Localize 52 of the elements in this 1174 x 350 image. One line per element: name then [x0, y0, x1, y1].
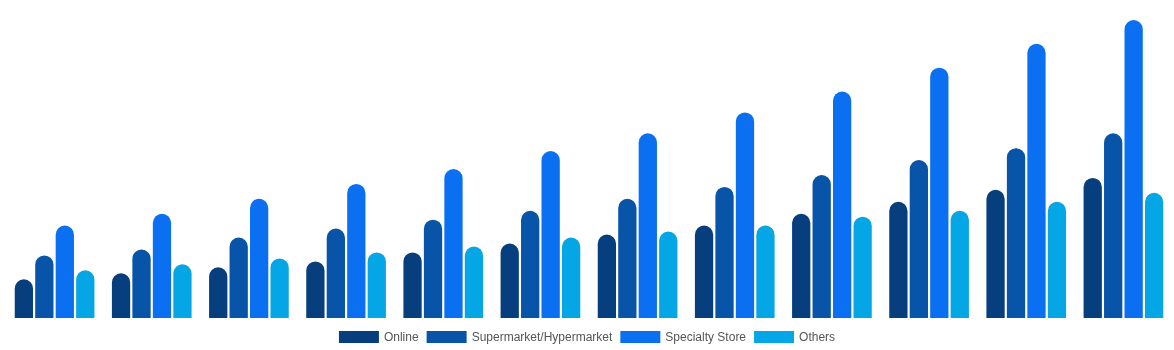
bar	[659, 231, 678, 318]
bar	[1104, 133, 1123, 318]
bar	[55, 225, 74, 318]
bar	[464, 246, 484, 318]
bar	[986, 189, 1005, 318]
bar	[561, 237, 581, 318]
bar	[756, 225, 775, 318]
bar	[853, 216, 872, 318]
bar	[1027, 43, 1046, 318]
legend-label: Specialty Store	[665, 330, 747, 344]
bar	[306, 261, 325, 318]
bar	[833, 91, 852, 318]
bar	[1006, 148, 1026, 318]
bar	[1124, 20, 1143, 318]
bar	[715, 186, 734, 318]
bar	[889, 201, 908, 318]
bar	[909, 160, 928, 318]
bar	[250, 198, 269, 318]
bar	[812, 174, 831, 318]
bar	[500, 243, 519, 318]
bar	[618, 198, 637, 318]
bar	[1083, 177, 1102, 318]
bar	[950, 210, 969, 318]
bar	[638, 133, 657, 318]
bar	[76, 270, 95, 318]
bar	[111, 273, 131, 318]
bar	[209, 267, 228, 318]
legend-label: Others	[799, 330, 836, 344]
bar	[229, 237, 248, 318]
bar	[597, 234, 617, 318]
bar	[35, 255, 54, 318]
bar	[152, 213, 172, 318]
bar	[521, 210, 540, 318]
bar	[173, 264, 192, 318]
bar	[541, 151, 560, 318]
legend-label: Supermarket/Hypermarket	[471, 330, 614, 344]
bar	[347, 183, 366, 318]
bar	[1144, 192, 1164, 318]
bar	[270, 258, 289, 318]
bar	[132, 249, 151, 318]
bar	[14, 279, 34, 318]
bar	[367, 252, 386, 318]
bar	[694, 225, 714, 318]
bar	[403, 252, 422, 318]
bar	[930, 67, 949, 318]
bar	[792, 213, 811, 318]
bar	[423, 219, 443, 318]
bar	[326, 228, 345, 318]
bar	[444, 169, 463, 318]
legend-label: Online	[383, 330, 419, 344]
bar	[735, 112, 755, 318]
bar	[1047, 201, 1067, 318]
